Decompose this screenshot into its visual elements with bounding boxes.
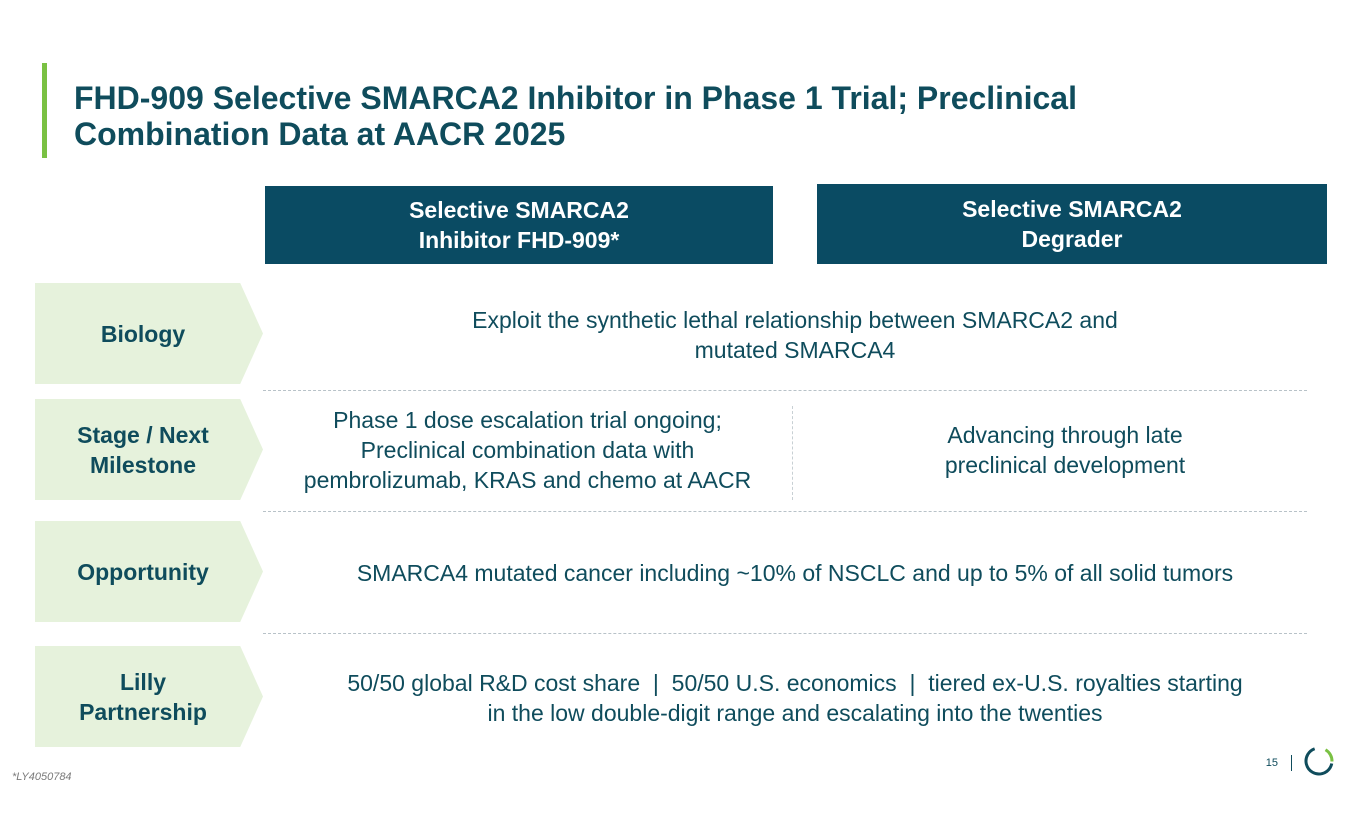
stage-degrader-line-1: Advancing through late (947, 422, 1183, 448)
column-header-inhibitor: Selective SMARCA2 Inhibitor FHD-909* (265, 186, 773, 264)
row-label-lilly-line-1: Lilly (119, 668, 166, 695)
title-accent-bar (42, 63, 47, 158)
biology-text: Exploit the synthetic lethal relationshi… (265, 290, 1325, 380)
stage-degrader-text: Advancing through late preclinical devel… (795, 400, 1335, 500)
page-title-line-1: FHD-909 Selective SMARCA2 Inhibitor in P… (74, 80, 1077, 116)
row-label-opportunity: Opportunity (35, 521, 263, 622)
row-divider (263, 390, 1307, 391)
row-label-stage-line-2: Milestone (89, 451, 197, 478)
row-label-biology: Biology (35, 283, 263, 384)
stage-inhibitor-text: Phase 1 dose escalation trial ongoing; P… (265, 400, 790, 500)
page-number-divider (1291, 755, 1292, 771)
row-label-lilly-line-2: Partnership (79, 698, 207, 725)
page-title: FHD-909 Selective SMARCA2 Inhibitor in P… (74, 80, 1254, 152)
column-header-inhibitor-line-2: Inhibitor FHD-909* (418, 227, 620, 253)
biology-text-line-2: mutated SMARCA4 (694, 337, 896, 363)
page-number: 15 (1265, 757, 1278, 769)
column-header-degrader-line-2: Degrader (1021, 226, 1123, 252)
column-divider (792, 406, 793, 500)
footnote: *LY4050784 (12, 771, 72, 783)
biology-text-line-1: Exploit the synthetic lethal relationshi… (472, 307, 1118, 333)
opportunity-text: SMARCA4 mutated cancer including ~10% of… (265, 540, 1325, 606)
circular-progress-logo-icon (1304, 746, 1334, 776)
row-label-lilly-partnership: Lilly Partnership (35, 646, 263, 747)
row-divider (263, 633, 1307, 634)
lilly-text-line-2: in the low double-digit range and escala… (487, 700, 1103, 726)
row-divider (263, 511, 1307, 512)
stage-inhibitor-line-1: Phase 1 dose escalation trial ongoing; (333, 407, 722, 433)
stage-inhibitor-line-3: pembrolizumab, KRAS and chemo at AACR (303, 467, 752, 493)
row-label-stage-line-1: Stage / Next (77, 421, 209, 448)
stage-inhibitor-line-2: Preclinical combination data with (360, 437, 695, 463)
row-label-opportunity-text: Opportunity (77, 558, 209, 585)
column-header-degrader: Selective SMARCA2 Degrader (817, 184, 1327, 264)
column-header-inhibitor-line-1: Selective SMARCA2 (409, 197, 629, 223)
row-label-biology-text: Biology (100, 320, 186, 347)
page-title-line-2: Combination Data at AACR 2025 (74, 116, 566, 152)
column-header-degrader-line-1: Selective SMARCA2 (962, 196, 1182, 222)
opportunity-text-line-1: SMARCA4 mutated cancer including ~10% of… (356, 560, 1234, 586)
row-label-stage: Stage / Next Milestone (35, 399, 263, 500)
lilly-partnership-text: 50/50 global R&D cost share | 50/50 U.S.… (265, 650, 1325, 746)
stage-degrader-line-2: preclinical development (944, 452, 1186, 478)
lilly-text-line-1: 50/50 global R&D cost share | 50/50 U.S.… (347, 670, 1243, 696)
